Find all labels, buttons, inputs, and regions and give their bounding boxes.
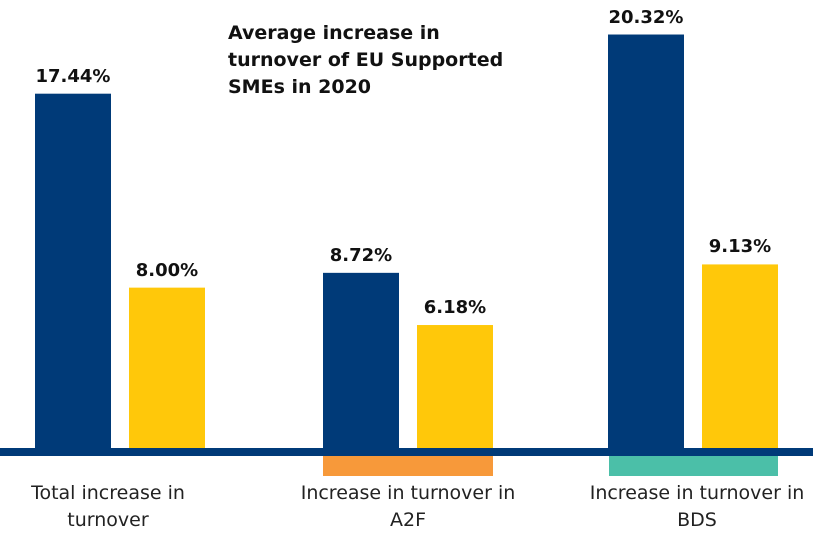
data-label: 9.13%	[708, 236, 772, 258]
bar	[608, 34, 684, 453]
bar	[35, 93, 111, 453]
bar	[702, 264, 778, 452]
bar	[323, 272, 399, 452]
bar	[129, 287, 205, 452]
data-label: 8.72%	[329, 244, 393, 266]
x-tick-label: Increase in turnover in BDS	[589, 482, 805, 531]
chart-title: Average increase in turnover of EU Suppo…	[228, 22, 504, 98]
x-tick-label: Increase in turnover in A2F	[300, 482, 516, 531]
x-tick-label: Total increase in turnover	[31, 482, 185, 531]
data-label: 8.00%	[135, 259, 199, 281]
category-strip	[323, 456, 493, 476]
data-label: 17.44%	[35, 65, 111, 87]
category-strip	[609, 456, 778, 476]
data-label: 20.32%	[608, 6, 684, 28]
bar	[417, 325, 493, 452]
data-label: 6.18%	[423, 297, 487, 319]
